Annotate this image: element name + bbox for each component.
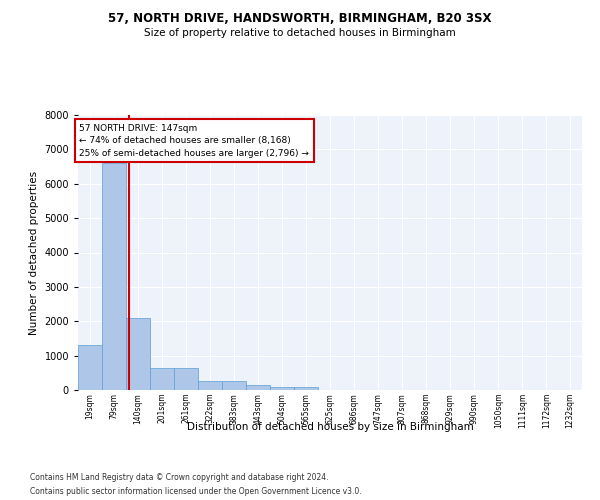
Bar [126,318,149,390]
Y-axis label: Number of detached properties: Number of detached properties [29,170,39,334]
Bar [150,368,174,390]
Text: 57 NORTH DRIVE: 147sqm
← 74% of detached houses are smaller (8,168)
25% of semi-: 57 NORTH DRIVE: 147sqm ← 74% of detached… [79,124,309,158]
Bar [294,386,318,390]
Bar [270,386,294,390]
Text: Size of property relative to detached houses in Birmingham: Size of property relative to detached ho… [144,28,456,38]
Text: 57, NORTH DRIVE, HANDSWORTH, BIRMINGHAM, B20 3SX: 57, NORTH DRIVE, HANDSWORTH, BIRMINGHAM,… [108,12,492,26]
Bar [78,346,102,390]
Text: Contains HM Land Registry data © Crown copyright and database right 2024.: Contains HM Land Registry data © Crown c… [30,472,329,482]
Bar [102,163,125,390]
Bar [198,382,222,390]
Text: Distribution of detached houses by size in Birmingham: Distribution of detached houses by size … [187,422,473,432]
Bar [222,382,246,390]
Bar [174,368,197,390]
Bar [246,385,269,390]
Text: Contains public sector information licensed under the Open Government Licence v3: Contains public sector information licen… [30,488,362,496]
